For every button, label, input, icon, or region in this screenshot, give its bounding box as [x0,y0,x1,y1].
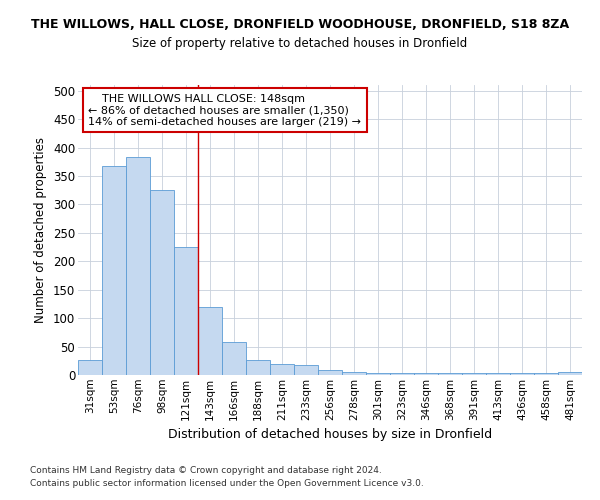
Bar [246,360,270,375]
Bar [342,372,366,375]
Text: Contains HM Land Registry data © Crown copyright and database right 2024.: Contains HM Land Registry data © Crown c… [30,466,382,475]
Y-axis label: Number of detached properties: Number of detached properties [34,137,47,323]
Bar [102,166,126,375]
Text: THE WILLOWS HALL CLOSE: 148sqm
← 86% of detached houses are smaller (1,350)
14% : THE WILLOWS HALL CLOSE: 148sqm ← 86% of … [88,94,361,127]
Bar [198,307,222,375]
Text: THE WILLOWS, HALL CLOSE, DRONFIELD WOODHOUSE, DRONFIELD, S18 8ZA: THE WILLOWS, HALL CLOSE, DRONFIELD WOODH… [31,18,569,30]
Bar [318,370,342,375]
Bar [414,372,438,375]
Bar [270,364,294,375]
X-axis label: Distribution of detached houses by size in Dronfield: Distribution of detached houses by size … [168,428,492,441]
Bar [174,247,198,375]
Bar [78,360,102,375]
Bar [486,372,510,375]
Text: Contains public sector information licensed under the Open Government Licence v3: Contains public sector information licen… [30,478,424,488]
Bar [390,372,414,375]
Bar [534,372,558,375]
Bar [438,372,462,375]
Bar [462,372,486,375]
Bar [366,372,390,375]
Bar [126,156,150,375]
Bar [222,342,246,375]
Bar [558,372,582,375]
Bar [510,372,534,375]
Bar [150,190,174,375]
Bar [294,366,318,375]
Text: Size of property relative to detached houses in Dronfield: Size of property relative to detached ho… [133,38,467,51]
